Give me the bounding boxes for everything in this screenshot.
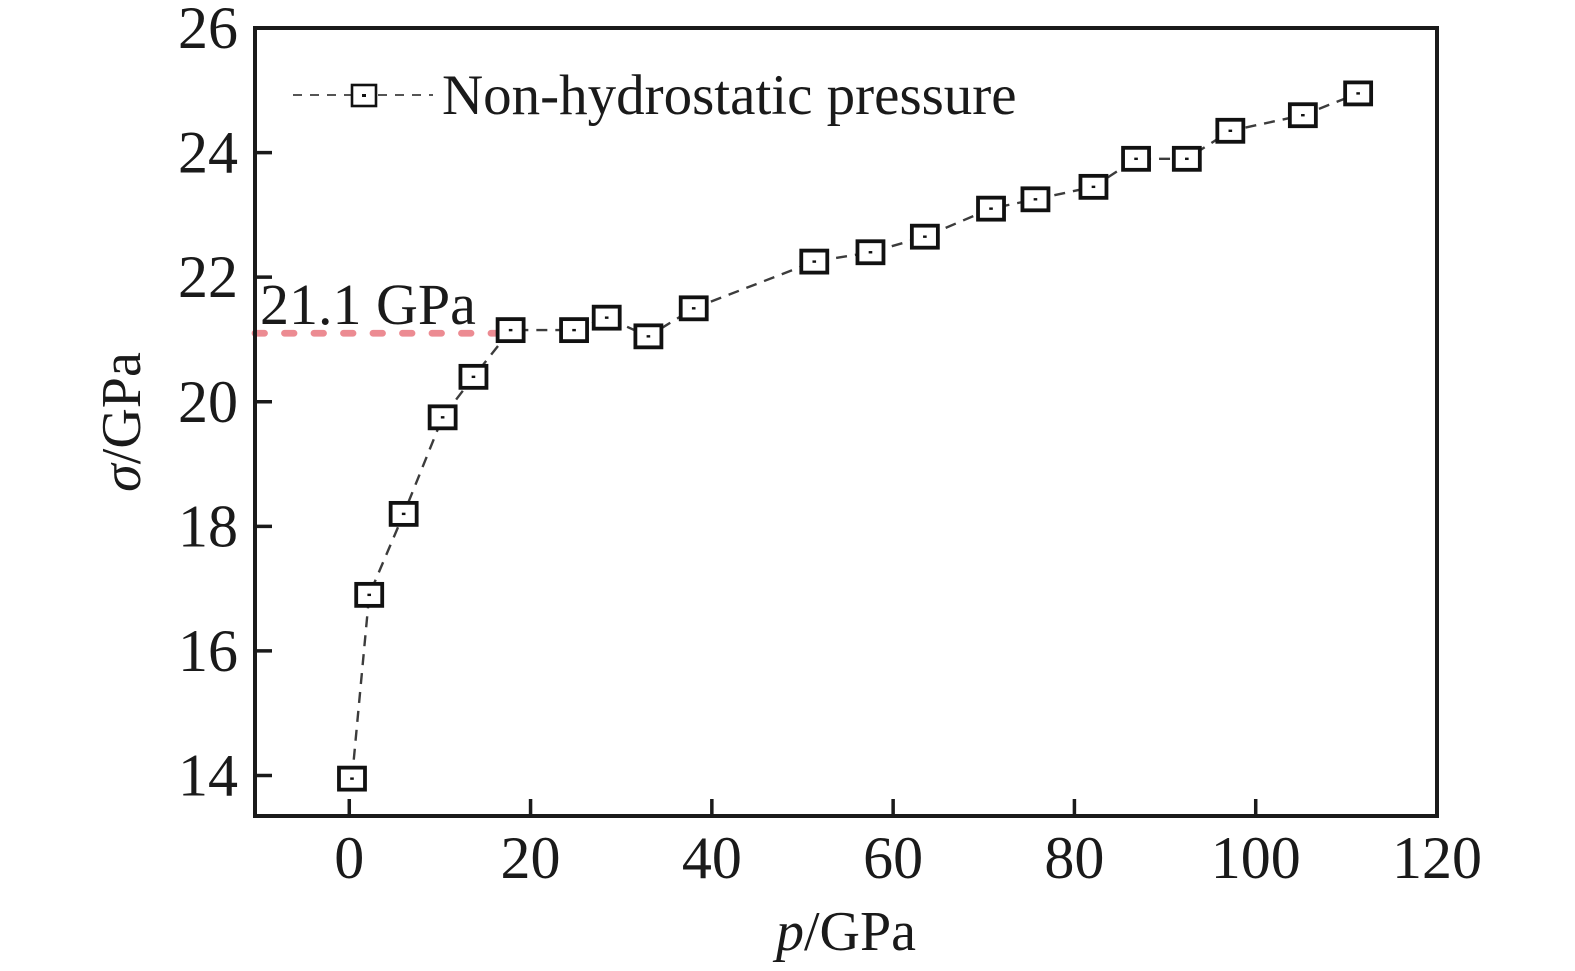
annotation-label: 21.1 GPa — [260, 272, 476, 337]
data-marker-dot — [1185, 157, 1189, 161]
data-marker-dot — [1033, 198, 1038, 201]
y-axis-title: σ/GPa — [91, 352, 153, 492]
y-tick-label: 26 — [178, 0, 238, 61]
plot-frame — [253, 26, 1439, 818]
x-tick-label: 100 — [1211, 825, 1301, 891]
data-marker-dot — [989, 207, 993, 210]
data-marker-dot — [401, 512, 406, 516]
series-dashed-line — [350, 92, 1359, 779]
data-marker-dot — [350, 777, 354, 780]
data-marker-dot — [646, 335, 651, 338]
y-tick-label: 20 — [178, 369, 238, 435]
y-axis-title-unit: /GPa — [91, 352, 153, 464]
x-axis-title-symbol: p — [772, 901, 804, 963]
data-marker-dot — [1091, 185, 1096, 189]
data-marker-dot — [572, 328, 576, 332]
x-tick-label: 80 — [1044, 825, 1104, 891]
y-axis-title-symbol: σ — [91, 462, 153, 492]
x-tick-label: 120 — [1392, 825, 1482, 891]
legend-label: Non-hydrostatic pressure — [442, 64, 1017, 127]
legend: Non-hydrostatic pressure — [293, 64, 1017, 127]
y-tick-label: 14 — [178, 743, 238, 809]
data-marker-dot — [812, 260, 817, 263]
data-marker-dot — [471, 375, 476, 379]
data-marker-dot — [367, 593, 372, 597]
data-marker-dot — [923, 235, 927, 238]
y-tick-label: 22 — [178, 244, 238, 310]
data-marker-dot — [1228, 129, 1233, 132]
x-tick-label: 20 — [501, 825, 561, 891]
x-axis-title: p/GPa — [772, 901, 916, 963]
data-marker-dot — [1301, 114, 1305, 117]
legend-marker-dot — [362, 94, 366, 97]
x-tick-label: 0 — [334, 825, 364, 891]
data-marker-dot — [868, 251, 873, 254]
data-marker-dot — [691, 307, 696, 310]
y-tick-label: 24 — [178, 120, 238, 186]
plot-area: 0 20 40 60 80 100 120 26 24 22 20 18 16 14 — [178, 0, 1482, 891]
y-tick-label: 18 — [178, 493, 238, 559]
y-tick-label: 16 — [178, 618, 238, 684]
data-marker-dot — [1356, 92, 1360, 95]
data-marker-dot — [1134, 157, 1138, 161]
x-axis-title-unit: /GPa — [804, 901, 916, 963]
data-marker-dot — [604, 316, 609, 319]
data-marker-dot — [508, 328, 513, 332]
data-marker-dot — [440, 416, 445, 419]
x-tick-label: 40 — [682, 825, 742, 891]
x-tick-label: 60 — [863, 825, 923, 891]
